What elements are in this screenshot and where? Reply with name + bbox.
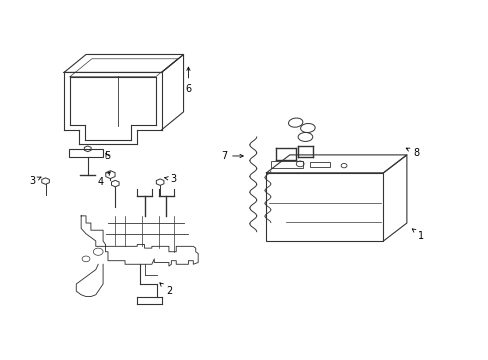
Bar xyxy=(310,162,329,167)
Text: 6: 6 xyxy=(185,67,191,94)
Text: 5: 5 xyxy=(103,150,110,161)
Text: 3: 3 xyxy=(29,176,41,186)
Bar xyxy=(271,161,303,168)
Bar xyxy=(266,173,383,241)
Bar xyxy=(69,149,103,157)
Text: 8: 8 xyxy=(406,148,418,158)
Text: 2: 2 xyxy=(160,283,172,296)
Text: 3: 3 xyxy=(164,174,177,184)
Text: 4: 4 xyxy=(98,172,110,187)
Text: 1: 1 xyxy=(411,229,423,240)
Text: 7: 7 xyxy=(221,151,243,161)
